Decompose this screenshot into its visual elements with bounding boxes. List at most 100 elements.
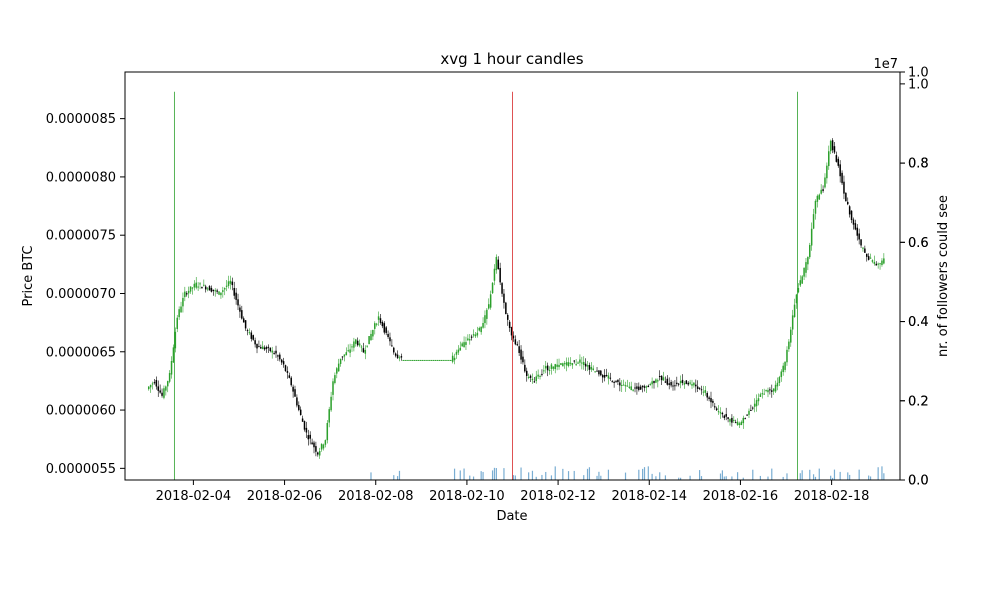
candle-body <box>583 362 585 365</box>
candle-body <box>792 315 794 329</box>
candle-body <box>881 261 883 265</box>
candle-body <box>855 223 857 229</box>
volume-bar <box>482 472 483 480</box>
candle-body <box>422 360 424 361</box>
volume-bar <box>515 475 516 480</box>
candle-body <box>568 362 570 366</box>
y-tick-label: 0.0000085 <box>46 112 116 127</box>
candle-body <box>701 389 703 390</box>
candle-body <box>243 318 245 322</box>
candle-body <box>782 366 784 372</box>
candle-body <box>323 445 325 449</box>
candle-body <box>634 388 636 389</box>
candle-body <box>703 392 705 393</box>
candle-body <box>556 365 558 367</box>
y-tick-label: 0.0000060 <box>46 404 116 419</box>
candle-body <box>403 360 405 361</box>
volume-bar <box>737 472 738 480</box>
candle-body <box>872 260 874 262</box>
candle-body <box>298 405 300 410</box>
x-axis: 2018-02-04 2018-02-06 2018-02-08 2018-02-10… <box>156 480 870 504</box>
candle-body <box>777 383 779 387</box>
y-tick-label: 0.0000070 <box>46 287 116 302</box>
candle-body <box>178 309 180 317</box>
candle-body <box>380 318 382 323</box>
candle-body <box>414 360 416 361</box>
candle-body <box>237 299 239 305</box>
candle-body <box>577 363 579 364</box>
volume-bar <box>868 476 869 480</box>
candle-body <box>735 422 737 423</box>
candle-body <box>779 377 781 383</box>
candle-body <box>294 389 296 396</box>
candle-body <box>646 386 648 387</box>
candle-body <box>594 371 596 372</box>
candle-body <box>275 351 277 354</box>
candle-body <box>539 376 541 377</box>
volume-bar <box>644 467 645 480</box>
candle-body <box>718 411 720 412</box>
candle-body <box>743 418 745 423</box>
candle-body <box>528 377 530 378</box>
candle-body <box>877 264 879 265</box>
candle-body <box>431 360 433 361</box>
candle-body <box>292 387 294 392</box>
volume-bar <box>460 470 461 480</box>
candle-body <box>442 360 444 361</box>
volume-bar <box>589 467 590 480</box>
candle-body <box>207 288 209 289</box>
y-axis-left: 0.00000550.00000600.00000650.00000700.00… <box>46 112 125 477</box>
candle-body <box>334 375 336 383</box>
candle-body <box>439 360 441 361</box>
volume-bar <box>870 476 871 480</box>
candle-body <box>346 352 348 355</box>
candle-body <box>746 415 748 416</box>
candle-body <box>281 360 283 363</box>
candle-body <box>163 388 165 398</box>
candle-body <box>186 293 188 294</box>
candle-body <box>790 330 792 343</box>
candle-body <box>606 375 608 376</box>
volume-bar <box>399 471 400 480</box>
candle-body <box>511 327 513 335</box>
candle-body <box>471 337 473 338</box>
candle-body <box>706 393 708 397</box>
volume-bar <box>638 470 639 480</box>
candle-body <box>524 365 526 371</box>
candle-body <box>165 386 167 390</box>
candles <box>148 138 885 459</box>
candle-body <box>302 419 304 422</box>
volume-bar <box>503 468 504 480</box>
candle-body <box>353 341 355 347</box>
candle-body <box>657 380 659 381</box>
candle-body <box>695 385 697 387</box>
candle-body <box>788 342 790 350</box>
candle-body <box>150 385 152 387</box>
y2-tick-label: 0.2 <box>908 394 929 409</box>
candle-body <box>516 344 518 345</box>
candle-body <box>762 393 764 394</box>
candle-body <box>520 350 522 360</box>
candle-body <box>817 196 819 202</box>
candle-body <box>344 354 346 356</box>
candle-body <box>875 264 877 266</box>
candle-body <box>338 364 340 372</box>
y2-exponent-label: 1e7 <box>873 57 898 72</box>
candle-body <box>691 384 693 386</box>
candle-body <box>667 379 669 385</box>
candle-body <box>304 421 306 430</box>
volume-bar <box>771 469 772 480</box>
candle-body <box>454 358 456 360</box>
candle-body <box>722 413 724 414</box>
candle-body <box>794 305 796 317</box>
candle-body <box>410 360 412 361</box>
candle-body <box>729 419 731 422</box>
candle-body <box>870 258 872 259</box>
candle-body <box>370 334 372 340</box>
candle-body <box>184 292 186 297</box>
candle-body <box>752 408 754 409</box>
candle-body <box>465 342 467 345</box>
y2-tick-label: 0.0 <box>908 474 929 489</box>
candle-body <box>492 283 494 293</box>
y2-tick-label: 0.6 <box>908 236 929 251</box>
